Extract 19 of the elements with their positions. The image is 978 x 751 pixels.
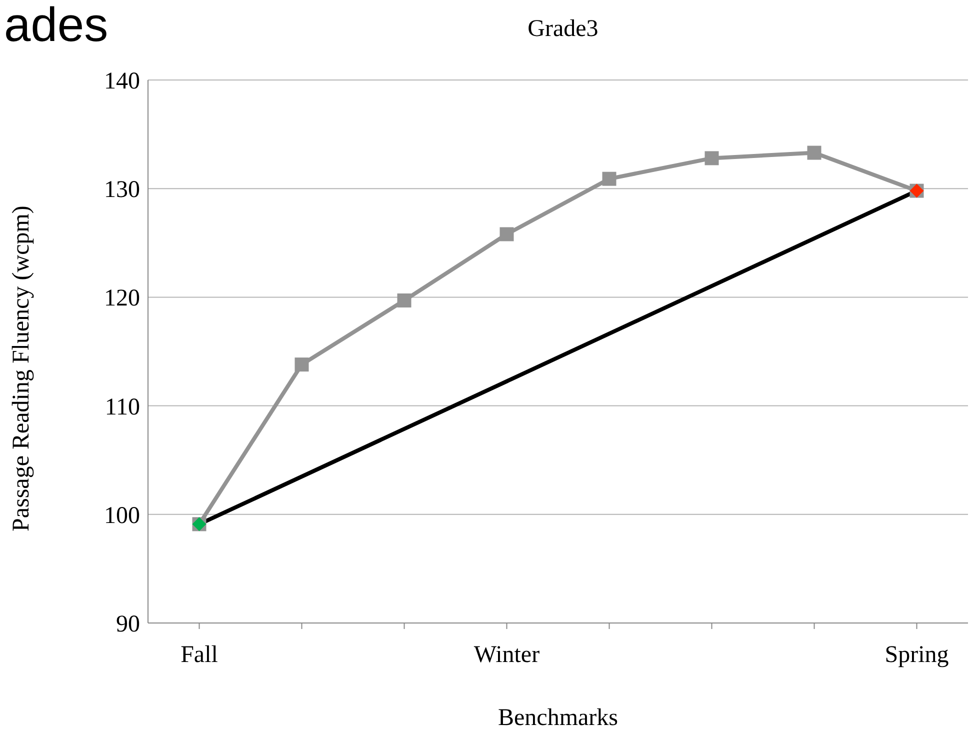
point (500, 227, 514, 242)
y-tick-label: 100 (104, 502, 140, 529)
x-tick-label: Spring (884, 642, 949, 668)
y-tick-label: 90 (116, 612, 140, 638)
y-tick-label: 130 (104, 177, 140, 204)
point (602, 172, 616, 186)
y-tick-label: 140 (104, 68, 140, 95)
point (704, 151, 719, 166)
point (294, 358, 309, 372)
x-axis-title: Benchmarks (498, 705, 618, 731)
y-tick-label: 110 (104, 394, 140, 420)
y-tick-label: 120 (104, 286, 140, 312)
chart-title: Grade3 (526, 16, 600, 43)
text: ades (4, 0, 108, 52)
point (807, 146, 822, 160)
y-axis-title: Passage Reading Fluency (wcpm) (8, 206, 35, 532)
x-tick-label: Winter (474, 642, 540, 668)
point (397, 293, 412, 308)
x-tick-label: Fall (180, 642, 218, 668)
